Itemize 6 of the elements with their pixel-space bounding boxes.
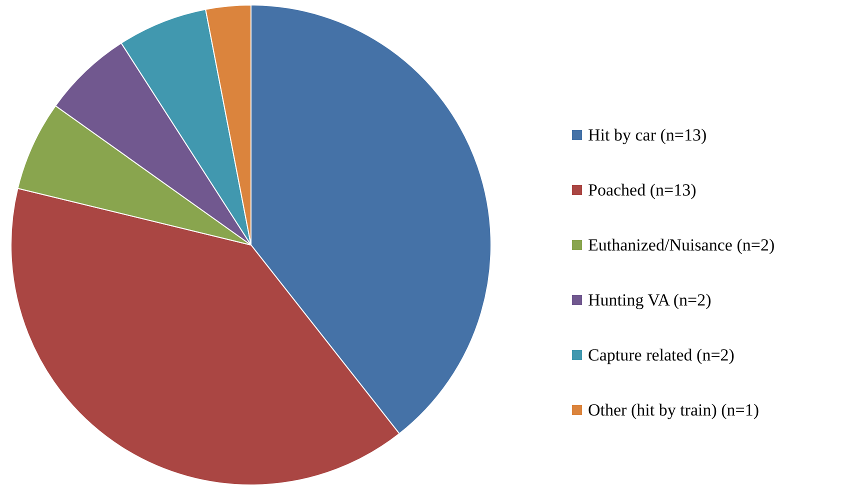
legend-label: Hit by car (n=13) bbox=[588, 126, 707, 144]
legend-label: Euthanized/Nuisance (n=2) bbox=[588, 236, 775, 254]
legend-label: Poached (n=13) bbox=[588, 180, 696, 200]
legend-label: Hunting VA (n=2) bbox=[588, 290, 712, 310]
legend-label: Capture related (n=2) bbox=[588, 346, 734, 364]
legend-label: Other (hit by train) (n=1) bbox=[588, 400, 760, 420]
